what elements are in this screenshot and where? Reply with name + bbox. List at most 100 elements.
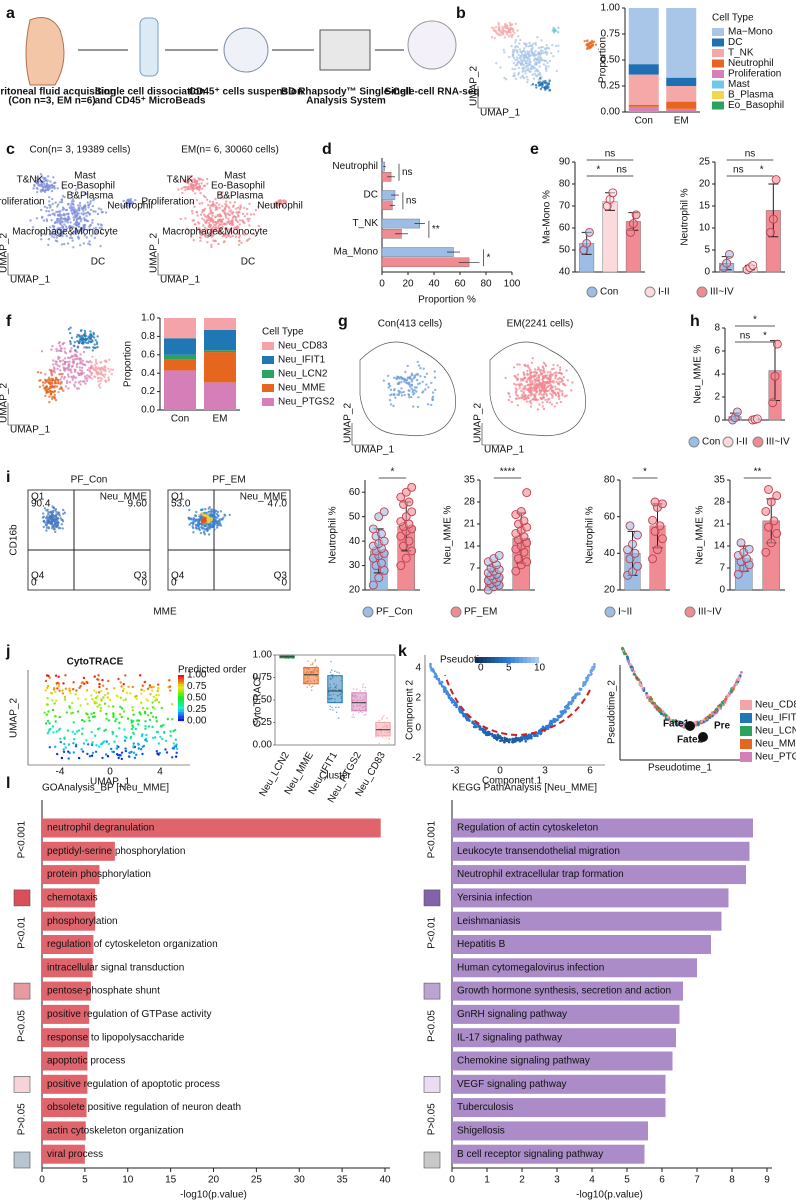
cell-dot	[517, 383, 520, 386]
cell-dot	[59, 382, 62, 385]
cell-dot	[406, 364, 409, 368]
cell-dot	[83, 204, 87, 207]
cell-dot	[133, 756, 137, 759]
cell-dot	[719, 703, 723, 707]
colorbar-cell	[178, 711, 184, 715]
cell-dot	[546, 61, 549, 65]
cell-dot	[219, 192, 223, 196]
cell-dot	[529, 382, 532, 386]
cell-dot	[39, 230, 42, 233]
cell-dot	[54, 221, 57, 224]
cell-dot	[550, 403, 554, 406]
cell-dot	[524, 740, 527, 743]
cell-dot	[63, 695, 67, 699]
legend-label: Neu_PTGS2	[278, 397, 335, 408]
cell-dot	[529, 370, 533, 374]
y-tick-label: 14	[714, 541, 726, 552]
cell-dot	[74, 349, 77, 352]
cell-dot	[204, 221, 208, 224]
y-tick-label: 28	[464, 497, 476, 508]
cell-dot	[212, 225, 215, 229]
panel-label: g	[338, 313, 348, 330]
cell-dot	[48, 196, 51, 199]
cell-dot	[59, 360, 62, 363]
cell-dot	[63, 217, 67, 220]
cell-dot	[91, 335, 94, 338]
cell-dot	[141, 684, 144, 687]
cell-dot	[530, 361, 534, 364]
cell-dot	[92, 711, 96, 715]
data-point	[626, 227, 636, 237]
cell-dot	[83, 216, 86, 220]
cell-dot	[72, 246, 75, 249]
cell-dot	[554, 375, 557, 378]
cell-dot	[544, 48, 547, 51]
x-tick-label: 25	[251, 1175, 263, 1186]
x-tick-label: 0	[379, 279, 385, 290]
cell-dot	[245, 239, 249, 242]
cell-dot	[398, 391, 401, 395]
cell-dot	[195, 510, 198, 514]
cell-dot	[107, 705, 111, 708]
cell-dot	[47, 730, 50, 733]
cell-dot	[545, 386, 549, 389]
cell-dot	[131, 709, 135, 712]
cell-dot	[66, 221, 70, 224]
cell-dot	[199, 236, 202, 239]
cell-dot	[538, 60, 541, 63]
colorbar-cell	[178, 688, 184, 692]
cell-dot	[56, 231, 59, 234]
cell-dot	[124, 202, 128, 205]
cell-dot	[208, 234, 212, 237]
cell-dot	[149, 693, 152, 696]
cell-dot	[64, 220, 67, 223]
cell-dot	[91, 698, 94, 701]
bar-label: Growth hormone synthesis, secretion and …	[457, 986, 671, 997]
cell-dot	[135, 697, 138, 701]
cell-dot	[63, 361, 67, 365]
cell-dot	[593, 662, 596, 666]
cell-dot	[386, 716, 389, 719]
cell-dot	[409, 377, 412, 380]
cell-dot	[575, 693, 578, 697]
y-tick-label: 10	[699, 223, 711, 234]
cell-dot	[126, 691, 129, 694]
cell-dot	[101, 678, 104, 682]
cell-dot	[202, 224, 205, 227]
cell-dot	[62, 750, 66, 754]
cell-dot	[44, 394, 47, 398]
y-tick-label: 40	[349, 536, 361, 547]
cell-dot	[398, 382, 401, 385]
x-tick-label: 9	[764, 1175, 770, 1186]
data-point	[768, 398, 778, 408]
cell-dot	[201, 178, 204, 182]
cell-dot	[513, 31, 516, 35]
cell-dot	[169, 730, 172, 733]
cell-dot	[400, 380, 403, 384]
cell-dot	[399, 375, 402, 379]
legend-marker	[362, 606, 374, 618]
bar-segment	[628, 74, 659, 105]
cell-dot	[175, 747, 179, 750]
cell-dot	[73, 358, 77, 361]
cell-dot	[69, 342, 72, 346]
cell-dot	[78, 335, 81, 338]
cell-dot	[123, 739, 127, 742]
cell-dot	[55, 730, 58, 733]
cell-dot	[517, 66, 521, 70]
data-point	[655, 521, 665, 531]
cell-dot	[544, 398, 547, 402]
cell-dot	[404, 370, 407, 374]
cell-dot	[48, 722, 51, 725]
cell-dot	[560, 380, 563, 383]
cell-dot	[95, 342, 99, 346]
cell-dot	[91, 355, 94, 358]
cell-dot	[383, 714, 385, 717]
cell-dot	[55, 349, 58, 353]
cell-dot	[191, 189, 195, 192]
colorbar-cell	[178, 681, 184, 685]
cell-dot	[84, 377, 87, 380]
cell-dot	[129, 751, 132, 754]
cell-dot	[211, 230, 215, 233]
